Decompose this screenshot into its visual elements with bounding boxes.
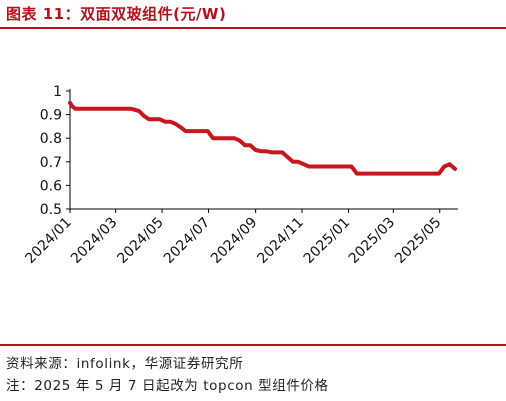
series-group [68, 100, 457, 176]
price-series-line [68, 100, 457, 176]
x-tick-label: 2024/01 [22, 215, 74, 267]
y-tick-label: 0.6 [40, 178, 62, 194]
x-tick-labels: 2024/012024/032024/052024/072024/092024/… [22, 215, 444, 267]
source-note: 资料来源：infolink，华源证券研究所 [6, 356, 244, 372]
x-tick-label: 2024/09 [208, 215, 260, 267]
footnote: 注：2025 年 5 月 7 日起改为 topcon 型组件价格 [6, 378, 329, 394]
x-tick-label: 2025/03 [346, 215, 398, 267]
x-tick-label: 2024/07 [161, 215, 213, 267]
x-tick-label: 2025/05 [392, 215, 444, 267]
axes [66, 89, 458, 213]
x-tick-label: 2024/05 [114, 215, 166, 267]
y-tick-label: 0.9 [40, 108, 62, 124]
figure-title: 图表 11：双面双玻组件(元/W) [6, 5, 227, 23]
title-rule [0, 27, 506, 29]
y-tick-label: 0.5 [40, 202, 62, 218]
x-tick-label: 2024/11 [254, 215, 306, 267]
y-tick-labels: 0.5 0.6 0.7 0.8 0.9 1 [40, 84, 62, 218]
x-tick-label: 2025/01 [301, 215, 353, 267]
y-tick-label: 0.7 [40, 155, 62, 171]
x-tick-label: 2024/03 [68, 215, 120, 267]
footer-rule [0, 344, 506, 346]
y-tick-label: 0.8 [40, 131, 62, 147]
y-tick-label: 1 [53, 84, 62, 100]
